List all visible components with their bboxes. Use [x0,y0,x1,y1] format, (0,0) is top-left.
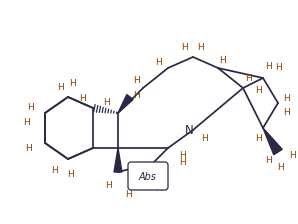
Text: H: H [52,166,58,174]
Text: H: H [105,181,111,190]
Text: H: H [104,97,110,106]
Text: H: H [277,162,283,172]
Text: H: H [57,82,63,91]
Text: Abs: Abs [139,172,157,182]
Text: H: H [180,157,186,166]
Text: H: H [181,43,187,52]
Text: H: H [125,190,131,198]
Text: H: H [284,93,290,103]
FancyBboxPatch shape [128,162,168,190]
Text: H: H [254,86,261,95]
Text: H: H [80,93,86,103]
Text: H: H [67,170,73,179]
Text: H: H [219,56,225,65]
Text: H: H [254,134,261,142]
Polygon shape [118,95,133,113]
Text: H: H [27,103,33,112]
Text: H: H [70,78,76,88]
Text: H: H [265,62,271,71]
Text: H: H [179,151,185,159]
Polygon shape [263,128,282,155]
Text: H: H [275,62,281,71]
Text: H: H [133,75,139,84]
Text: H: H [25,144,31,153]
Text: H: H [134,90,140,99]
Text: H: H [197,43,203,52]
Polygon shape [114,148,122,172]
Text: H: H [202,134,208,142]
Text: H: H [245,73,252,82]
Text: H: H [265,155,271,164]
Text: H: H [155,58,162,67]
Text: H: H [155,183,162,192]
Text: H: H [289,151,295,159]
Text: H: H [284,108,290,116]
Text: H: H [24,118,30,127]
Text: N: N [185,123,193,136]
